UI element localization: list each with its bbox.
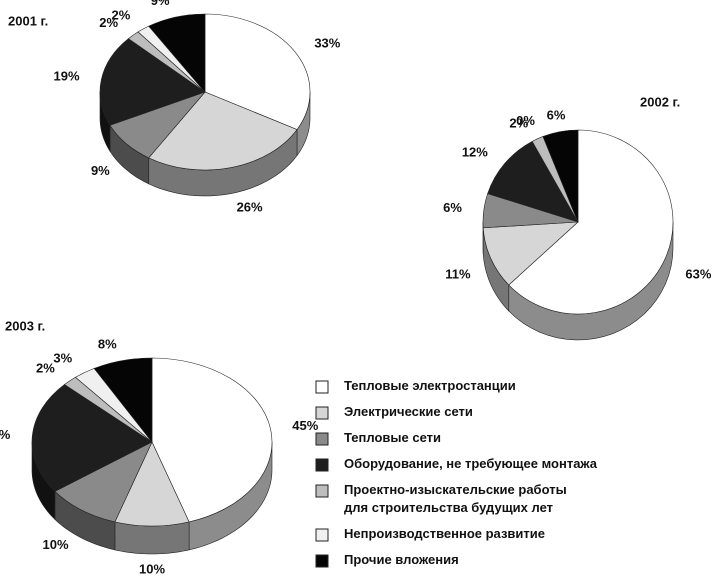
legend-label: Тепловые сети [344,430,441,445]
legend-label: Непроизводственное развитие [344,526,545,541]
data-label: 2% [36,361,55,376]
legend-label: Тепловые электростанции [344,378,516,393]
pie-slice [204,13,311,130]
data-label: 2% [509,116,528,131]
data-label: 0% [516,113,535,128]
legend-label: Прочие вложения [344,552,459,567]
data-label: 2% [99,15,118,30]
pie-slice [542,129,579,223]
data-label: 33% [314,36,340,51]
data-label: 12% [462,145,488,160]
legend-swatch [315,406,329,420]
data-label: 8% [98,337,117,352]
pie-side [114,521,190,555]
legend-swatch [315,380,329,394]
data-label: 26% [237,200,263,215]
data-label: 6% [443,200,462,215]
data-label: 3% [53,351,72,366]
chart-title: 2001 г. [8,13,48,28]
pie-slice [482,221,579,286]
legend-swatch [315,484,329,498]
data-label: 6% [547,107,566,122]
legend-label: Оборудование, не требующее монтажа [344,456,598,471]
pie-slice [487,140,579,223]
pie-slice [114,441,190,527]
legend-swatch [315,528,329,542]
legend-label: Проектно-изыскательские работы для строит… [344,482,567,515]
data-label: 22% [0,427,11,442]
pie-slice [151,357,273,523]
legend-swatch [315,554,329,568]
pie-slice [31,384,153,492]
data-label: 10% [139,561,165,576]
data-label: 19% [54,69,80,84]
data-label: 11% [445,267,471,282]
pie-slice [508,129,674,315]
chart-title: 2003 г. [5,318,45,333]
pie-slice [99,38,206,126]
legend-swatch [315,432,329,446]
chart-title: 2002 г. [640,94,680,109]
pie-slice [148,13,206,93]
data-label: 63% [685,267,711,282]
pie-slice [93,357,153,443]
data-label: 10% [43,537,69,552]
legend-swatch [315,458,329,472]
data-label: 2% [112,7,131,22]
data-label: 45% [292,418,318,433]
pie-slice [54,441,153,523]
pie-slice [148,91,298,171]
legend-label: Электрические сети [344,404,473,419]
data-label: 9% [151,0,170,8]
data-label: 9% [91,163,110,178]
